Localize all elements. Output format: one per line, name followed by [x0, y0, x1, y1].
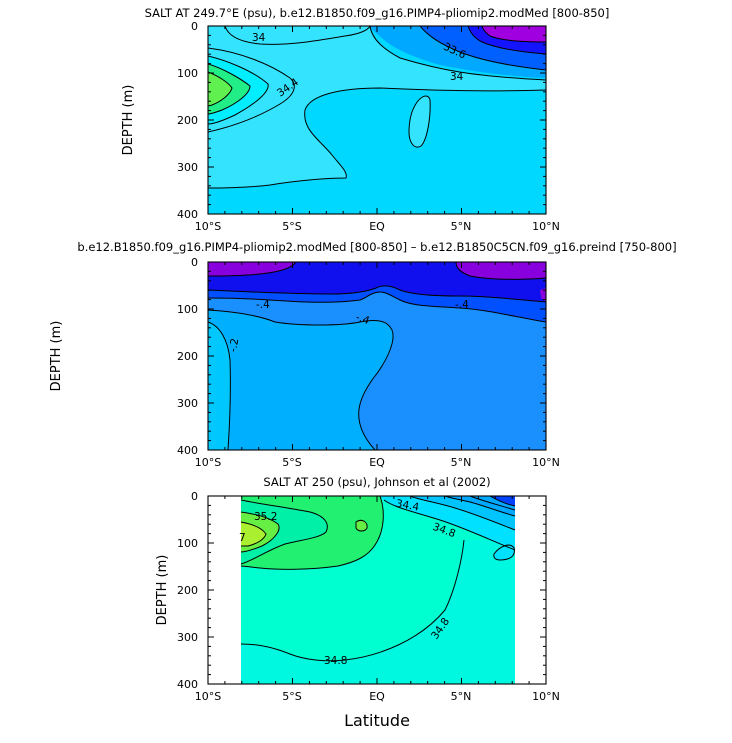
- panel3-deep-region: [241, 540, 515, 684]
- panel1-ytick-label: 300: [177, 161, 198, 174]
- panel3-xtick-label: EQ: [369, 690, 385, 703]
- panel2-ytick-label: 200: [177, 350, 198, 363]
- panel1-light-region: [208, 26, 546, 188]
- panel2-ytick-label: 300: [177, 397, 198, 410]
- panel1-clabel: 34: [450, 71, 464, 83]
- panel1-xaxis: 10°S 5°S EQ 5°N 10°N: [195, 220, 560, 233]
- panel3-tick-marks: [207, 495, 547, 685]
- panel2-clabel: -.2: [227, 337, 241, 353]
- panel1-ytick-label: 400: [177, 208, 198, 221]
- panel2-clabel: -.4: [256, 299, 270, 311]
- panel3-plot: [240, 496, 516, 684]
- panel3-green2: [241, 500, 328, 564]
- panel3-ylabel: DEPTH (m): [155, 555, 170, 626]
- panel3-ytick-label: 0: [191, 490, 198, 503]
- panel3-fresh4: [490, 496, 515, 506]
- panel2-xtick-label: 10°S: [195, 456, 221, 469]
- panel1-tick-marks: [207, 25, 547, 215]
- panel3-xtick-label: 5°N: [451, 690, 472, 703]
- panel1-title: SALT AT 249.7°E (psu), b.e12.B1850.f09_g…: [145, 6, 610, 20]
- panel2-ytick-label: 400: [177, 444, 198, 457]
- panel3-title: SALT AT 250 (psu), Johnson et al (2002): [263, 475, 490, 489]
- panel2-xtick-label: 10°N: [532, 456, 560, 469]
- panel3-clabel: 34.8: [324, 655, 347, 667]
- panel2-ytick-label: 100: [177, 303, 198, 316]
- panel3-clabel: 34.4: [395, 498, 420, 514]
- panel3-xtick-label: 10°S: [195, 690, 221, 703]
- panel2-title: b.e12.B1850.f09_g16.PIMP4-pliomip2.modMe…: [77, 240, 676, 254]
- panel3-blob-green: [356, 520, 368, 531]
- panel2-light-region: [208, 310, 394, 450]
- panel1-yaxis: 0 100 200 300 400 DEPTH (m): [121, 20, 198, 221]
- panel2-xtick-label: 5°S: [282, 456, 301, 469]
- panel2-xtick-label: EQ: [369, 456, 385, 469]
- panel1-xtick-label: 5°S: [282, 220, 301, 233]
- panel2-tick-marks: [207, 261, 547, 451]
- panel1-xtick-label: 5°N: [451, 220, 472, 233]
- panel3-xaxis: 10°S 5°S EQ 5°N 10°N Latitude: [195, 690, 560, 730]
- panel2-ylabel: DEPTH (m): [49, 321, 64, 392]
- panel2-xaxis: 10°S 5°S EQ 5°N 10°N: [195, 456, 560, 469]
- panel1-core-inner: [208, 72, 232, 106]
- panel3-clabel: 7: [239, 532, 246, 544]
- panel1-blob: [409, 96, 431, 148]
- panel3-clabel: 35.2: [254, 511, 277, 523]
- panel1-xtick-label: EQ: [369, 220, 385, 233]
- panel2-ytick-label: 0: [191, 256, 198, 269]
- panel2-purple-left: [208, 262, 296, 276]
- panel1-plot: [208, 26, 546, 214]
- panel2-plot: [208, 262, 546, 450]
- panel1-clabel: 34: [252, 32, 266, 44]
- panel3-xtick-label: 5°S: [282, 690, 301, 703]
- panel1-ylabel: DEPTH (m): [121, 85, 136, 156]
- panel1-ytick-label: 0: [191, 20, 198, 33]
- panel2-purple-right: [456, 262, 546, 280]
- panel1-ytick-label: 100: [177, 67, 198, 80]
- panel2-contour-labels: -.4 -.4 -.4 -.2: [227, 299, 469, 353]
- panel2-xtick-label: 5°N: [451, 456, 472, 469]
- panel3-core-inner: [241, 522, 266, 546]
- panel3-yaxis: 0 100 200 300 400 DEPTH (m): [155, 490, 198, 691]
- panel2-clabel: -.4: [455, 299, 469, 311]
- panel3-ytick-label: 200: [177, 584, 198, 597]
- panel1-xtick-label: 10°N: [532, 220, 560, 233]
- panel3-ytick-label: 300: [177, 631, 198, 644]
- panel3-xlabel: Latitude: [344, 711, 410, 730]
- panel2-lightest-region: [208, 322, 231, 450]
- panel2-purple-edge: [540, 288, 546, 302]
- panel3-xtick-label: 10°N: [532, 690, 560, 703]
- panel2-clabel: -.4: [354, 311, 371, 327]
- panel2-yaxis: 0 100 200 300 400 DEPTH (m): [49, 256, 198, 457]
- panel1-xtick-label: 10°S: [195, 220, 221, 233]
- panel1-ytick-label: 200: [177, 114, 198, 127]
- panel3-fresh-blob: [493, 545, 515, 560]
- panel3-fresh3: [445, 496, 515, 516]
- panel3-ytick-label: 400: [177, 678, 198, 691]
- panel3-ytick-label: 100: [177, 537, 198, 550]
